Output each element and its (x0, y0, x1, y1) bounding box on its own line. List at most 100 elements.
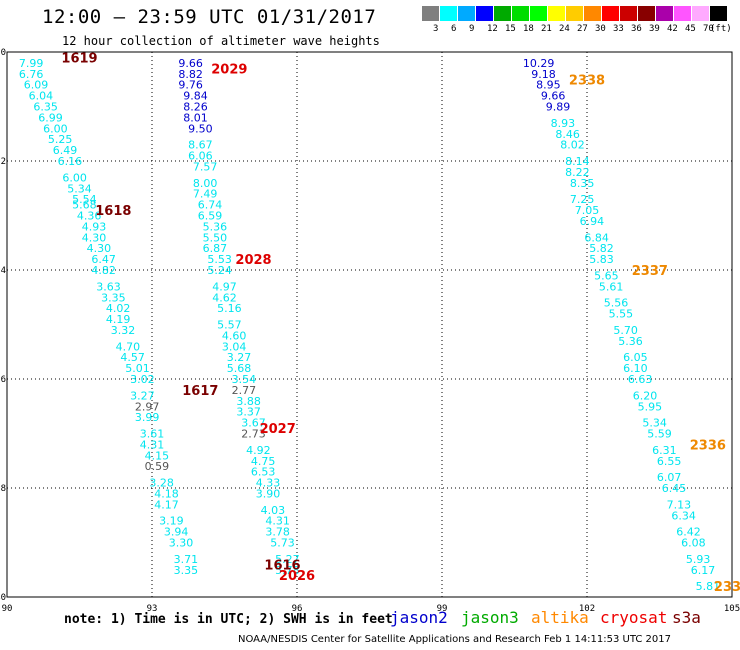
pass-time-label: 1619 (61, 51, 97, 66)
legend-label: 30 (595, 24, 606, 34)
pass-time-label: 1618 (95, 204, 131, 219)
wave-height-value: 7.49 (193, 188, 218, 201)
mission-name: altika (531, 608, 589, 627)
wave-height-value: 4.31 (140, 438, 165, 451)
lon-tick-label: 99 (437, 604, 448, 614)
legend-swatch (620, 6, 637, 21)
wave-height-value: 6.10 (623, 362, 648, 375)
legend-label: 24 (559, 24, 570, 34)
wave-height-value: 8.14 (565, 155, 590, 168)
footer-note: note: 1) Time is in UTC; 2) SWH is in fe… (64, 612, 393, 627)
wave-height-value: 7.57 (193, 160, 218, 173)
wave-height-value: 5.55 (609, 308, 634, 321)
wave-height-value: 7.25 (570, 193, 595, 206)
wave-height-value: 3.99 (135, 411, 160, 424)
wave-height-value: 10.29 (523, 57, 555, 70)
wave-height-value: 8.01 (183, 111, 208, 124)
wave-height-value: 3.67 (241, 417, 266, 430)
wave-height-value: 3.71 (174, 553, 199, 566)
legend-swatch (692, 6, 709, 21)
wave-height-value: 6.94 (580, 215, 605, 228)
wave-height-value: 4.18 (154, 487, 179, 500)
wave-height-value: 4.75 (251, 455, 276, 468)
wave-height-value: 3.54 (232, 373, 257, 386)
wave-height-value: 3.27 (130, 389, 155, 402)
wave-height-value: 5.54 (72, 193, 97, 206)
wave-height-value: 4.70 (116, 340, 141, 353)
wave-height-value: 8.00 (193, 177, 218, 190)
wave-height-value: 3.35 (101, 291, 126, 304)
pass-time-label: 2026 (279, 569, 315, 584)
wave-height-value: 5.61 (599, 280, 624, 293)
wave-height-value: 5.34 (642, 417, 667, 430)
wave-height-value: 7.99 (19, 57, 44, 70)
wave-height-value: 5.73 (270, 537, 295, 550)
mission-name: jason3 (461, 608, 519, 627)
pass-time-label: 1617 (182, 384, 218, 399)
legend-label: (ft) (710, 24, 732, 34)
wave-height-value: 6.47 (91, 253, 116, 266)
wave-height-value: 3.30 (169, 537, 194, 550)
legend-label: 39 (649, 24, 660, 34)
wave-height-value: 9.84 (183, 90, 208, 103)
wave-height-value: 5.68 (227, 362, 252, 375)
wave-height-value: 5.57 (217, 319, 242, 332)
legend-label: 36 (631, 24, 642, 34)
wave-height-value: 6.74 (198, 199, 223, 212)
wave-height-value: 6.06 (188, 150, 213, 163)
map-frame (6, 51, 733, 598)
lat-tick-label: -40 (0, 593, 6, 603)
wave-height-value: 4.62 (212, 291, 237, 304)
legend-swatch (548, 6, 565, 21)
wave-height-value: 5.59 (647, 428, 672, 441)
wave-height-value: 5.68 (72, 199, 97, 212)
legend-label: 12 (487, 24, 498, 34)
wave-height-value: 4.60 (222, 329, 247, 342)
credit-line: NOAA/NESDIS Center for Satellite Applica… (238, 634, 671, 645)
pass-time-label: 2336 (690, 438, 726, 453)
page-subtitle: 12 hour collection of altimeter wave hei… (62, 34, 380, 48)
lon-tick-label: 102 (579, 604, 595, 614)
wave-height-value: 6.31 (652, 444, 677, 457)
wave-height-value: 6.59 (198, 210, 223, 223)
wave-height-value: 6.76 (19, 68, 44, 81)
wave-height-value: 6.84 (584, 231, 609, 244)
wave-height-value: 5.50 (203, 231, 228, 244)
wave-height-value: 3.78 (265, 526, 290, 539)
wave-height-value: 6.05 (623, 351, 648, 364)
wave-height-value: 9.18 (531, 68, 556, 81)
wave-height-value: 3.35 (174, 564, 199, 577)
wave-height-value: 6.08 (681, 537, 706, 550)
wave-height-value: 2.77 (232, 384, 257, 397)
wave-height-value: 6.63 (628, 373, 653, 386)
legend-swatch (656, 6, 673, 21)
wave-height-value: 8.26 (183, 101, 208, 114)
wave-height-value: 5.53 (207, 253, 232, 266)
wave-height-value: 5.83 (589, 253, 614, 266)
lon-tick-label: 93 (147, 604, 158, 614)
wave-height-value: 5.36 (618, 335, 643, 348)
legend-swatch (494, 6, 511, 21)
wave-height-value: 6.34 (671, 509, 696, 522)
wave-height-value: 6.04 (29, 90, 54, 103)
legend-swatch (584, 6, 601, 21)
wave-height-value: 6.99 (38, 111, 63, 124)
wave-height-value: 8.22 (565, 166, 590, 179)
wave-height-value: 6.87 (203, 242, 228, 255)
wave-height-value: 6.49 (53, 144, 78, 157)
wave-height-value: 6.42 (676, 526, 701, 539)
wave-height-value: 8.82 (178, 68, 203, 81)
legend-label: 42 (667, 24, 678, 34)
wave-height-value: 2.97 (135, 400, 160, 413)
wave-height-value: 5.25 (48, 133, 73, 146)
wave-height-value: 9.89 (546, 101, 571, 114)
wave-height-value: 6.09 (24, 79, 49, 92)
wave-height-value: 5.27 (275, 553, 300, 566)
wave-height-value: 9.66 (178, 57, 203, 70)
pass-time-label: 2337 (632, 264, 668, 279)
legend-label: 9 (469, 24, 475, 34)
legend-label: 15 (505, 24, 516, 34)
pass-time-label: 2338 (569, 73, 605, 88)
wave-height-value: 2.73 (241, 428, 266, 441)
wave-height-value: 0.59 (145, 460, 170, 473)
